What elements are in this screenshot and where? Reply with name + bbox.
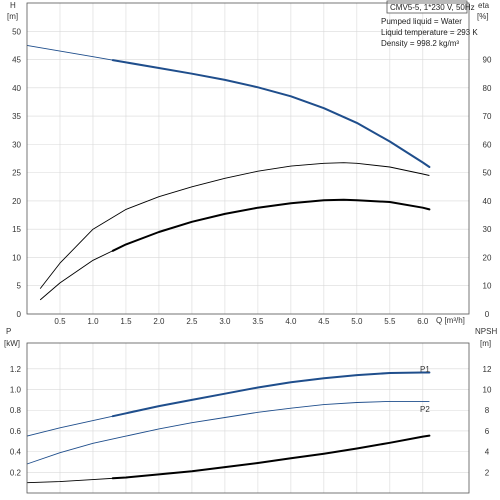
right-tick-label-1-5: 12 <box>483 365 492 374</box>
series-label-p2: P2 <box>420 405 430 414</box>
right-tick-label-0-3: 30 <box>483 225 492 234</box>
right-tick-label-0-9: 90 <box>483 56 492 65</box>
curve-duty-range-0-0 <box>111 59 431 168</box>
right-tick-label-0-0: 0 <box>485 310 490 319</box>
plot-frame-1 <box>26 342 470 494</box>
bottom-left-axis-unit: [kW] <box>4 339 20 348</box>
right-tick-label-0-5: 50 <box>483 169 492 178</box>
left-tick-label-0-1: 5 <box>17 282 22 291</box>
bottom-right-axis-label: NPSH <box>475 327 497 336</box>
right-tick-label-1-3: 8 <box>485 406 490 415</box>
left-tick-label-1-2: 0.6 <box>10 427 22 436</box>
top-right-axis-unit: [%] <box>477 12 489 21</box>
left-tick-label-0-7: 35 <box>12 112 21 121</box>
curve-0-2 <box>39 199 430 301</box>
right-tick-label-1-4: 10 <box>483 386 492 395</box>
x-tick-label-6: 3.5 <box>252 317 264 326</box>
curve-0-0 <box>26 44 430 168</box>
curve-duty-range-1-2 <box>111 434 431 480</box>
curve-duty-range-0-2 <box>111 198 431 252</box>
x-tick-label-5: 3.0 <box>219 317 231 326</box>
right-tick-label-0-6: 60 <box>483 140 492 149</box>
right-tick-label-0-1: 10 <box>483 282 492 291</box>
left-tick-label-0-9: 45 <box>12 56 21 65</box>
info-box: CMV5-5, 1*230 V, 50Hz Pumped liquid = Wa… <box>381 0 478 48</box>
left-tick-label-0-0: 0 <box>17 310 22 319</box>
curve-1-1 <box>26 400 430 465</box>
right-tick-label-0-7: 70 <box>483 112 492 121</box>
right-tick-label-0-2: 20 <box>483 253 492 262</box>
top-right-axis-label: eta <box>478 1 490 10</box>
right-tick-label-0-4: 40 <box>483 197 492 206</box>
curve-1-2 <box>26 435 430 484</box>
left-tick-label-0-10: 50 <box>12 27 21 36</box>
frame-layer <box>26 2 470 494</box>
left-tick-label-0-3: 15 <box>12 225 21 234</box>
left-tick-label-0-2: 10 <box>12 253 21 262</box>
x-tick-label-9: 5.0 <box>351 317 363 326</box>
bottom-left-axis-label: P <box>6 327 11 336</box>
top-left-axis-unit: [m] <box>7 12 18 21</box>
series-label-p1: P1 <box>420 365 430 374</box>
left-tick-label-1-1: 0.4 <box>10 448 22 457</box>
x-tick-label-3: 2.0 <box>153 317 165 326</box>
x-tick-label-1: 1.0 <box>87 317 99 326</box>
right-tick-label-1-0: 2 <box>485 468 490 477</box>
x-tick-label-0: 0.5 <box>54 317 66 326</box>
curve-layer <box>26 44 431 484</box>
x-tick-label-7: 4.0 <box>285 317 297 326</box>
grid-layer <box>27 3 469 493</box>
tick-label-layer: 0 5 10 15 20 25 30 35 40 45 50 0 10 20 30 40 50 60 70 80 90 0… <box>10 27 492 477</box>
info-box-header: CMV5-5, 1*230 V, 50Hz <box>390 3 475 12</box>
curve-duty-range-1-0 <box>111 371 431 418</box>
curve-1-0 <box>26 372 430 437</box>
x-tick-label-4: 2.5 <box>186 317 198 326</box>
left-tick-label-0-4: 20 <box>12 197 21 206</box>
top-left-axis-label: H <box>10 1 16 10</box>
left-tick-label-1-4: 1.0 <box>10 386 22 395</box>
x-tick-label-10: 5.5 <box>384 317 396 326</box>
info-line-temperature: Liquid temperature = 293 K <box>381 28 478 37</box>
curve-0-1 <box>39 162 430 289</box>
left-tick-label-1-5: 1.2 <box>10 365 22 374</box>
left-tick-label-0-8: 40 <box>12 84 21 93</box>
info-line-liquid: Pumped liquid = Water <box>381 17 462 26</box>
left-tick-label-0-6: 30 <box>12 140 21 149</box>
left-tick-label-1-3: 0.8 <box>10 406 22 415</box>
right-tick-label-0-8: 80 <box>483 84 492 93</box>
right-tick-label-1-1: 4 <box>485 448 490 457</box>
x-tick-label-8: 4.5 <box>318 317 330 326</box>
info-box-header-frame <box>386 0 468 14</box>
plot-frame-0 <box>26 2 470 315</box>
x-axis-label: Q [m³/h] <box>436 316 465 325</box>
bottom-right-axis-unit: [m] <box>480 339 491 348</box>
left-tick-label-1-0: 0.2 <box>10 468 22 477</box>
x-tick-label-11: 6.0 <box>417 317 429 326</box>
right-tick-label-1-2: 6 <box>485 427 490 436</box>
x-tick-label-2: 1.5 <box>120 317 132 326</box>
left-tick-label-0-5: 25 <box>12 169 21 178</box>
info-line-density: Density = 998.2 kg/m³ <box>381 39 459 48</box>
